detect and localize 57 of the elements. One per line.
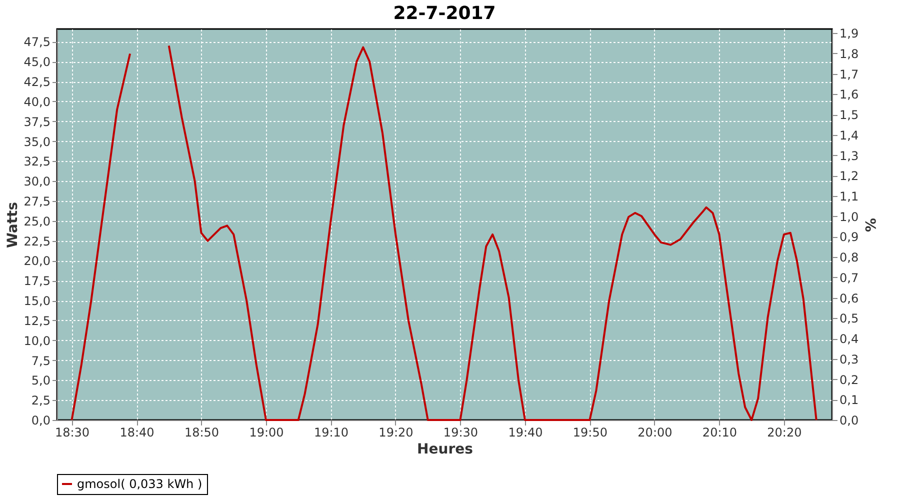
x-tick-label: 19:30 (443, 426, 478, 440)
x-tick-label: 20:20 (767, 426, 802, 440)
y-tick-label: 37,5 (24, 114, 50, 129)
x-tick-label: 18:40 (120, 426, 154, 440)
y2-tick-label: 0,4 (840, 332, 859, 346)
y-tick-label: 17,5 (24, 274, 50, 288)
y-tick-label: 45,0 (24, 55, 50, 70)
y-tick-label: 42,5 (24, 75, 50, 90)
y-tick-label: 0,0 (31, 414, 50, 428)
x-tick-label: 19:40 (508, 426, 543, 440)
y-tick-label: 2,5 (31, 394, 50, 408)
y2-tick-label: 1,3 (840, 148, 859, 163)
y-tick-label: 7,5 (31, 354, 50, 368)
y-tick-label: 47,5 (24, 35, 50, 50)
y-tick-label: 22,5 (24, 234, 50, 248)
x-tick-label: 20:10 (702, 426, 738, 440)
y2-tick-label: 1,8 (840, 46, 859, 61)
x-axis-title: Heures (417, 442, 473, 458)
x-tick-label: 19:10 (314, 426, 349, 440)
x-tick-label: 20:00 (638, 426, 672, 440)
y-tick-label: 32,5 (24, 154, 50, 169)
x-tick-label: 19:20 (378, 426, 414, 440)
y2-tick-label: 1,4 (840, 128, 859, 142)
y-tick-label: 20,0 (24, 254, 50, 268)
legend-label: gmosol( 0,033 kWh ) (77, 477, 202, 491)
chart-title: 22-7-2017 (393, 3, 496, 24)
y2-tick-label: 1,5 (840, 108, 859, 122)
y-tick-label: 25,0 (24, 214, 50, 228)
y2-axis-title: % (862, 218, 878, 232)
y2-tick-label: 0,3 (840, 352, 859, 366)
y2-tick-label: 0,8 (840, 250, 859, 265)
y-tick-label: 10,0 (24, 334, 50, 348)
y2-tick-label: 1,0 (840, 210, 859, 224)
y2-tick-label: 1,1 (840, 189, 859, 204)
y2-tick-label: 0,0 (840, 414, 859, 428)
y2-tick-label: 1,9 (840, 26, 859, 41)
y-tick-label: 40,0 (24, 94, 50, 109)
y2-tick-label: 1,7 (840, 67, 859, 82)
y-tick-label: 27,5 (24, 194, 50, 209)
y-tick-label: 12,5 (24, 314, 50, 328)
y2-tick-label: 0,5 (840, 312, 859, 326)
y2-tick-label: 1,6 (840, 88, 859, 102)
y-tick-label: 35,0 (24, 134, 50, 149)
x-tick-label: 18:30 (54, 426, 90, 440)
x-tick-label: 18:50 (184, 426, 220, 440)
x-tick-label: 19:50 (572, 426, 608, 440)
y2-tick-label: 0,6 (840, 291, 859, 306)
x-tick-label: 19:00 (249, 426, 284, 440)
y-tick-label: 5,0 (31, 374, 50, 388)
y2-tick-label: 0,2 (840, 372, 859, 387)
y2-tick-label: 0,9 (840, 230, 859, 244)
y2-tick-label: 1,2 (840, 169, 859, 184)
y2-tick-label: 0,1 (840, 393, 859, 408)
y-axis-title: Watts (4, 202, 21, 248)
y-tick-label: 30,0 (24, 174, 50, 189)
y2-tick-label: 0,7 (840, 270, 859, 285)
y-tick-label: 15,0 (24, 294, 50, 308)
